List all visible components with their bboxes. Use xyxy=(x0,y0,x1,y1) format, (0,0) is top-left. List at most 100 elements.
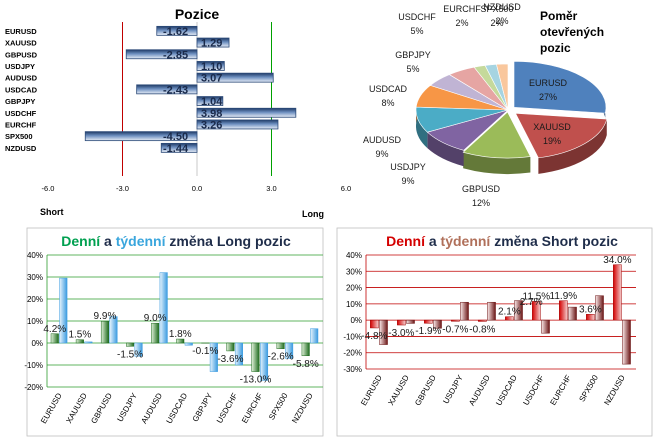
category-label: USDCHF xyxy=(521,373,546,406)
pie-slice-label: USDCAD xyxy=(369,84,408,94)
pie-slice-label: XAUUSD xyxy=(533,122,571,132)
y-tick-label: 30% xyxy=(27,273,43,282)
y-tick-label: 10% xyxy=(27,317,43,326)
pie-title: Poměr xyxy=(540,9,578,23)
daily-change-bar xyxy=(397,320,405,325)
positions-value-label: -1.62 xyxy=(163,26,188,38)
daily-change-bar xyxy=(559,301,567,320)
data-label: 4.2% xyxy=(43,324,66,335)
short-change-chart-title: Denní a týdenní změna Short pozic xyxy=(386,233,618,249)
y-tick-label: 40% xyxy=(27,251,43,260)
long-side-label: Long xyxy=(302,209,324,219)
positions-value-label: 1.10 xyxy=(201,61,222,73)
y-tick-label: 40% xyxy=(346,251,362,260)
weekly-change-bar xyxy=(185,343,193,345)
positions-tick-label: -6.0 xyxy=(42,184,55,193)
category-label: NZDUSD xyxy=(602,373,627,407)
positions-category-label: GBPUSD xyxy=(5,50,38,59)
positions-value-label: 1.04 xyxy=(201,96,223,108)
pie-slice-label: AUDUSD xyxy=(363,135,402,145)
pie-slice-percent: 9% xyxy=(401,176,414,186)
data-label: -1.9% xyxy=(415,326,441,337)
category-label: AUDUSD xyxy=(139,391,164,425)
y-tick-label: 30% xyxy=(346,267,362,276)
y-tick-label: 0% xyxy=(350,316,362,325)
data-label: 2.1% xyxy=(498,307,521,318)
positions-value-label: -2.43 xyxy=(163,84,188,96)
data-label: -4.8% xyxy=(361,331,387,342)
data-label: 1.8% xyxy=(169,329,192,340)
pie-slice-percent: 2% xyxy=(495,16,508,26)
pie-slice-label: USDCHF xyxy=(398,12,436,22)
data-label: -0.7% xyxy=(442,324,468,335)
daily-change-bar xyxy=(613,265,621,320)
y-tick-label: -10% xyxy=(24,361,43,370)
y-tick-label: -10% xyxy=(343,332,362,341)
positions-value-label: 3.98 xyxy=(201,108,222,120)
data-label: -0.8% xyxy=(469,324,495,335)
y-tick-label: 10% xyxy=(346,300,362,309)
positions-title: Pozice xyxy=(175,6,220,22)
y-tick-label: 0% xyxy=(31,339,43,348)
positions-category-label: USDJPY xyxy=(5,62,35,71)
data-label: -2.6% xyxy=(268,352,294,363)
category-label: USDCHF xyxy=(215,391,240,424)
weekly-change-bar xyxy=(160,273,168,343)
pie-slice-percent: 5% xyxy=(406,64,419,74)
short-change-chart: Denní a týdenní změna Short pozic 40% 30% 2… xyxy=(337,228,652,436)
positions-value-label: -1.44 xyxy=(163,143,189,155)
y-tick-label: -20% xyxy=(343,349,362,358)
category-label: EURCHF xyxy=(548,373,573,406)
ratio-pie-chart: EURUSD27%XAUUSD19%GBPUSD12%USDJPY9%AUDUS… xyxy=(363,2,607,208)
daily-change-bar xyxy=(252,343,260,372)
pie-slice-percent: 27% xyxy=(539,92,557,102)
pie-slice-label: EURCHF xyxy=(443,4,481,14)
category-label: SPX500 xyxy=(267,391,290,421)
weekly-change-bar xyxy=(568,307,576,320)
category-label: XAUUSD xyxy=(64,391,89,425)
positions-category-label: EURUSD xyxy=(5,27,37,36)
pie-title: pozic xyxy=(540,41,571,55)
title-part: Denní xyxy=(386,233,426,249)
category-label: SPX500 xyxy=(577,373,600,403)
daily-change-bar xyxy=(227,343,235,351)
data-label: -13.0% xyxy=(240,375,272,386)
data-label: -3.0% xyxy=(388,328,414,339)
category-label: EURCHF xyxy=(240,391,265,424)
category-label: EURUSD xyxy=(359,373,384,407)
daily-change-bar xyxy=(478,320,486,321)
category-label: GBPUSD xyxy=(413,373,438,407)
weekly-change-bar xyxy=(622,320,630,364)
weekly-change-bar xyxy=(85,342,93,343)
data-label: -1.5% xyxy=(117,349,143,360)
title-part: změna Long pozic xyxy=(166,233,291,249)
title-part: a xyxy=(425,233,441,249)
data-label: -3.6% xyxy=(217,354,243,365)
positions-category-label: USDCAD xyxy=(5,85,38,94)
positions-category-label: XAUUSD xyxy=(5,39,37,48)
daily-change-bar xyxy=(51,334,59,343)
category-label: NZDUSD xyxy=(290,391,315,425)
pie-slice-label: GBPJPY xyxy=(395,50,431,60)
positions-category-label: EURCHF xyxy=(5,120,37,129)
data-label: 11.9% xyxy=(550,291,578,302)
data-label: -5.8% xyxy=(293,359,319,370)
long-change-chart-title: Denní a týdenní změna Long pozic xyxy=(61,233,291,249)
positions-value-label: 3.26 xyxy=(201,119,222,131)
pie-slice-percent: 5% xyxy=(410,26,423,36)
category-label: EURUSD xyxy=(39,391,64,425)
positions-tick-label: -3.0 xyxy=(116,184,129,193)
data-label: 1.5% xyxy=(68,330,91,341)
positions-category-label: NZDUSD xyxy=(5,144,37,153)
positions-value-label: -4.50 xyxy=(163,131,188,143)
pie-slice-percent: 8% xyxy=(381,98,394,108)
positions-category-label: USDCHF xyxy=(5,109,37,118)
daily-change-bar xyxy=(370,320,378,328)
daily-change-bar xyxy=(151,323,159,343)
title-part: a xyxy=(100,233,116,249)
daily-change-bar xyxy=(126,343,134,346)
daily-change-bar xyxy=(277,343,285,349)
category-label: USDJPY xyxy=(115,391,139,423)
